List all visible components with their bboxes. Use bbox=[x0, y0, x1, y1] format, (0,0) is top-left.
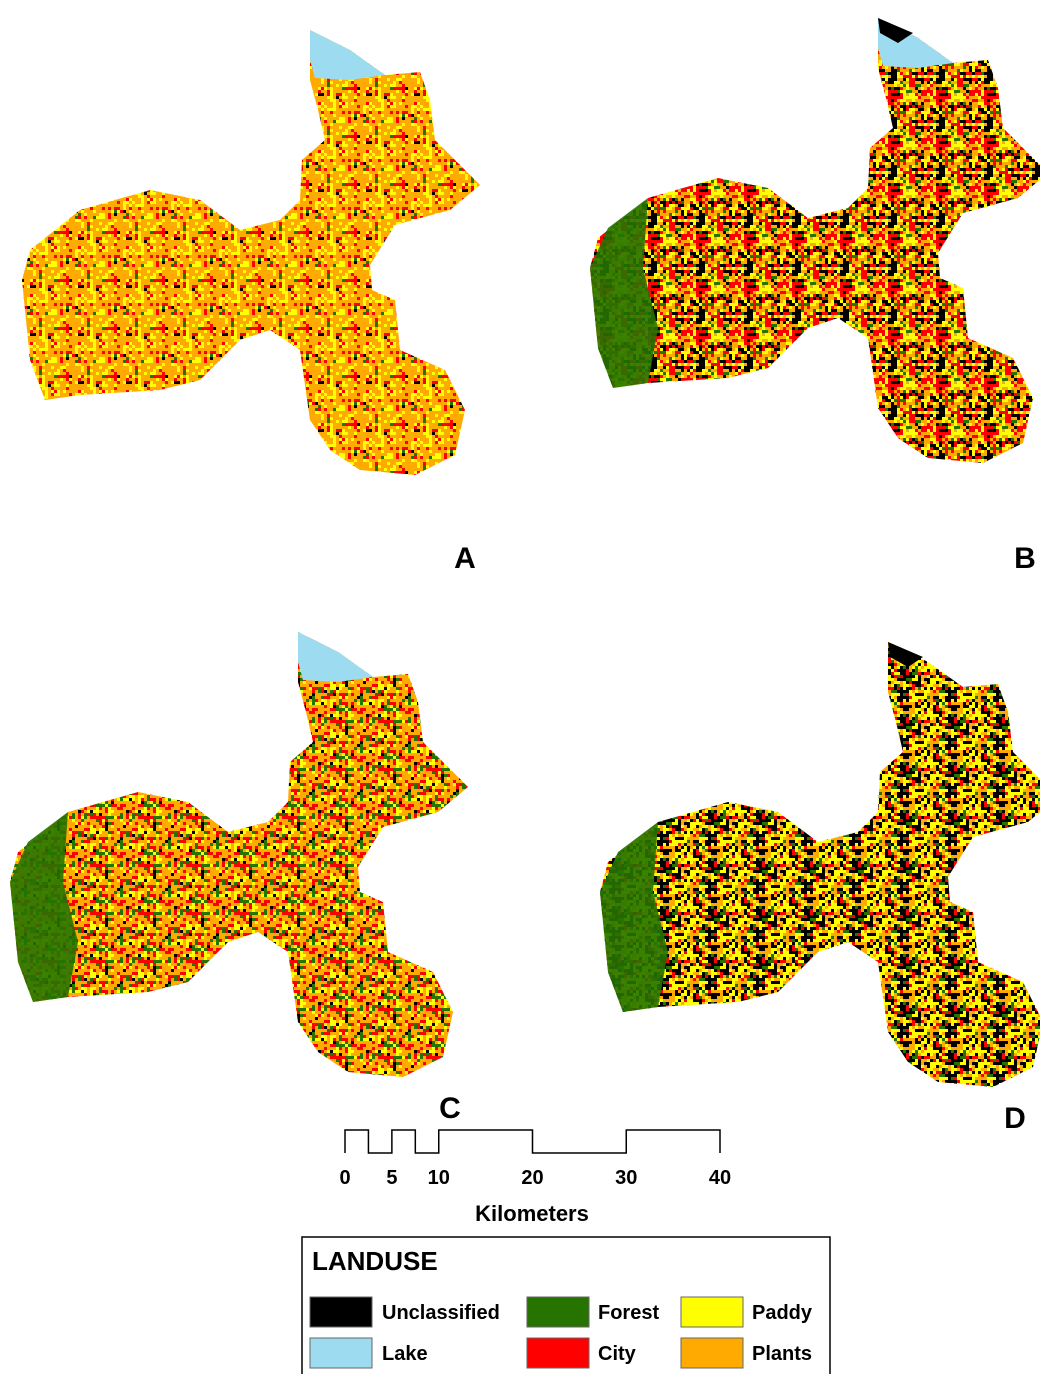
scale-line bbox=[345, 1130, 720, 1153]
panel-label: B bbox=[1014, 542, 1036, 575]
legend-swatch bbox=[681, 1297, 743, 1327]
scale-tick-label: 40 bbox=[709, 1167, 731, 1189]
scale-tick-label: 5 bbox=[386, 1167, 397, 1189]
legend-label: City bbox=[598, 1343, 637, 1365]
scale-tick-label: 30 bbox=[615, 1167, 637, 1189]
figure: 0 5 10 20 30 40 Kilometers LANDUSE Unclassifi… bbox=[0, 0, 1040, 1374]
lake-area bbox=[298, 632, 373, 682]
legend-label: Plants bbox=[752, 1343, 812, 1365]
legend-swatch bbox=[527, 1297, 589, 1327]
panel-label: D bbox=[1004, 1102, 1026, 1135]
land-area bbox=[10, 632, 468, 1077]
panel-label: C bbox=[439, 1092, 461, 1125]
scale-unit: Kilometers bbox=[475, 1201, 589, 1226]
map-panel bbox=[10, 632, 468, 1077]
scale-bar: 0 5 10 20 30 40 bbox=[339, 1130, 731, 1189]
legend-title: LANDUSE bbox=[312, 1246, 438, 1276]
legend-label: Forest bbox=[598, 1302, 659, 1324]
lake-area bbox=[310, 30, 385, 80]
scale-tick-label: 10 bbox=[428, 1167, 450, 1189]
panel-label: A bbox=[454, 542, 476, 575]
legend-swatch bbox=[681, 1338, 743, 1368]
scale-tick-label: 20 bbox=[521, 1167, 543, 1189]
scale-tick-label: 0 bbox=[339, 1167, 350, 1189]
legend-swatch bbox=[527, 1338, 589, 1368]
land-area bbox=[22, 30, 480, 475]
legend-swatch bbox=[310, 1297, 372, 1327]
land-area bbox=[590, 18, 1040, 463]
map-panel bbox=[600, 642, 1040, 1087]
land-area bbox=[600, 642, 1040, 1087]
map-panel bbox=[590, 18, 1040, 463]
legend-swatch bbox=[310, 1338, 372, 1368]
map-panel bbox=[22, 30, 480, 475]
legend-label: Lake bbox=[382, 1343, 428, 1365]
legend-label: Unclassified bbox=[382, 1302, 500, 1324]
legend-label: Paddy bbox=[752, 1302, 813, 1324]
